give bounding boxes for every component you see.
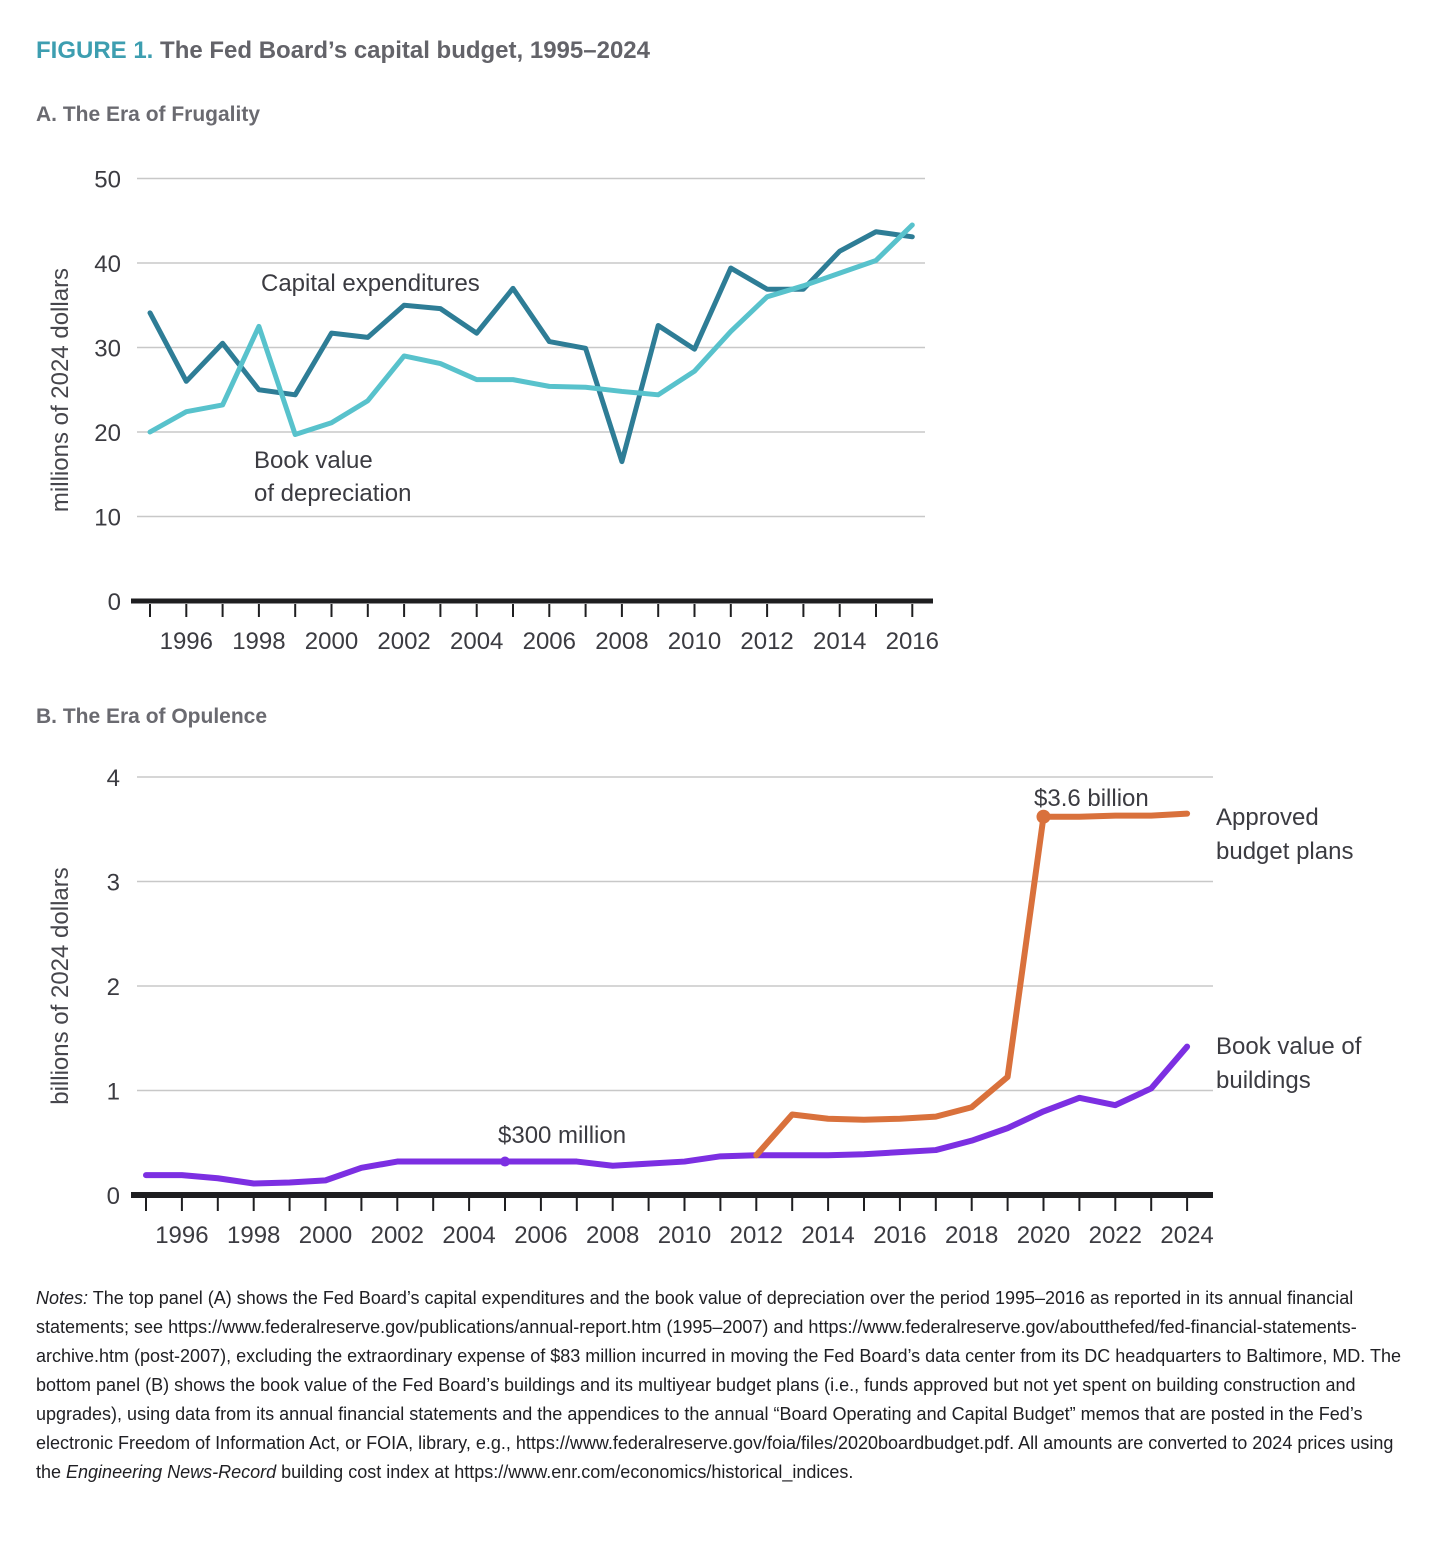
panel-b-y-axis-title: billions of 2024 dollars: [47, 867, 74, 1105]
x-tick-label: 2018: [945, 1222, 998, 1249]
x-tick-label: 1998: [232, 628, 285, 655]
data-point-marker: [500, 1156, 510, 1167]
approved-budget-plans-label: Approved budget plans: [1216, 801, 1353, 869]
billion-value-label: $3.6 billion: [1034, 785, 1149, 812]
approved-budget-plans-line2: budget plans: [1216, 838, 1354, 865]
x-tick-label: 2006: [514, 1222, 567, 1249]
y-tick-label: 1: [107, 1079, 120, 1106]
notes: Notes: The top panel (A) shows the Fed B…: [36, 1284, 1408, 1487]
x-tick-label: 2010: [668, 628, 721, 655]
y-tick-label: 0: [107, 1183, 120, 1210]
x-tick-label: 2014: [801, 1222, 854, 1249]
series-book-value-of-buildings: [143, 1043, 1191, 1187]
book-value-depreciation-line2: of depreciation: [254, 480, 412, 507]
x-tick-label: 1996: [160, 628, 213, 655]
book-value-depreciation-line1: Book value: [254, 447, 373, 474]
x-tick-label: 2010: [658, 1222, 711, 1249]
x-tick-label: 2024: [1160, 1222, 1213, 1249]
million-value-label: $300 million: [498, 1122, 627, 1149]
book-value-buildings-label: Book value of buildings: [1216, 1030, 1361, 1098]
notes-segment: The top panel (A) shows the Fed Board’s …: [36, 1288, 1402, 1482]
y-tick-label: 20: [94, 420, 121, 447]
panel-b-heading: B. The Era of Opulence: [36, 705, 268, 728]
capital-expenditures-label: Capital expenditures: [261, 270, 480, 297]
x-tick-label: 2004: [442, 1222, 495, 1249]
y-tick-label: 30: [94, 336, 121, 363]
x-tick-label: 2014: [813, 628, 866, 655]
figure-title: FIGURE 1. The Fed Board’s capital budget…: [36, 38, 650, 64]
approved-budget-plans-line1: Approved: [1216, 804, 1319, 831]
panel-a-y-axis-title: millions of 2024 dollars: [47, 267, 74, 513]
series-book-value-of-depreciation: [147, 222, 915, 438]
y-tick-label: 4: [107, 765, 120, 792]
x-tick-label: 2002: [371, 1222, 424, 1249]
x-tick-label: 2000: [299, 1222, 352, 1249]
x-tick-label: 2008: [595, 628, 648, 655]
notes-segment: building cost index at https://www.enr.c…: [276, 1462, 854, 1482]
y-tick-label: 50: [94, 167, 121, 194]
x-tick-label: 2022: [1089, 1222, 1142, 1249]
notes-italic-segment: Engineering News-Record: [66, 1462, 277, 1482]
x-tick-label: 2016: [886, 628, 939, 655]
x-tick-label: 2008: [586, 1222, 639, 1249]
x-tick-label: 2002: [377, 628, 430, 655]
x-tick-label: 2012: [730, 1222, 783, 1249]
y-tick-label: 40: [94, 251, 121, 278]
x-tick-label: 2006: [523, 628, 576, 655]
y-tick-label: 0: [108, 589, 121, 616]
book-value-buildings-line1: Book value of: [1216, 1033, 1362, 1060]
x-tick-label: 2016: [873, 1222, 926, 1249]
x-tick-label: 2000: [305, 628, 358, 655]
panel-a-heading: A. The Era of Frugality: [36, 103, 261, 126]
x-tick-label: 2020: [1017, 1222, 1070, 1249]
book-value-buildings-line2: buildings: [1216, 1067, 1311, 1094]
x-tick-label: 1996: [155, 1222, 208, 1249]
x-tick-label: 1998: [227, 1222, 280, 1249]
x-tick-label: 2012: [740, 628, 793, 655]
y-tick-label: 2: [107, 974, 120, 1001]
data-point-marker: [1036, 809, 1051, 824]
x-tick-label: 2004: [450, 628, 503, 655]
y-tick-label: 10: [94, 505, 121, 532]
figure-title-text: The Fed Board’s capital budget, 1995–202…: [160, 37, 650, 64]
figure-number: FIGURE 1.: [36, 37, 154, 64]
book-value-depreciation-label: Book value of depreciation: [254, 444, 411, 510]
notes-italic-segment: Notes:: [36, 1288, 89, 1308]
y-tick-label: 3: [107, 870, 120, 897]
series-approved-budget-plans: [753, 810, 1191, 1159]
